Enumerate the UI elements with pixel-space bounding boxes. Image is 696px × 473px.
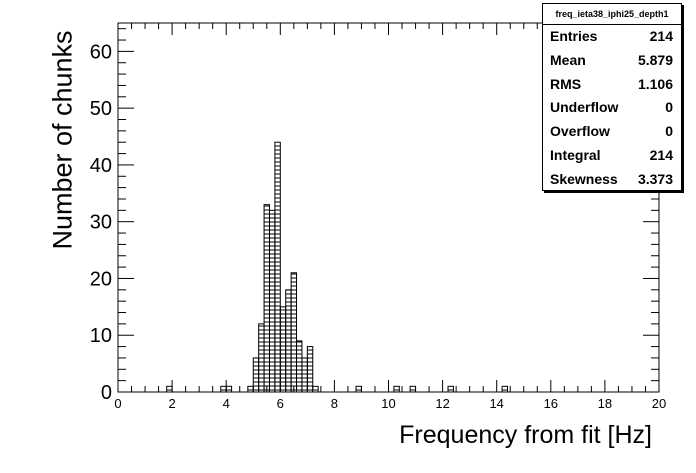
y-tick-label: 0 bbox=[101, 382, 112, 404]
y-tick-label: 40 bbox=[90, 155, 112, 177]
histogram-bin bbox=[258, 323, 265, 393]
y-tick-label: 20 bbox=[90, 268, 112, 290]
y-tick-label: 60 bbox=[90, 41, 112, 63]
x-tick-label: 4 bbox=[223, 396, 230, 411]
histogram-bin bbox=[285, 289, 292, 393]
x-tick-label: 6 bbox=[277, 396, 284, 411]
x-axis-label: Frequency from fit [Hz] bbox=[399, 421, 652, 449]
histogram-bin bbox=[263, 204, 270, 393]
histogram-bin bbox=[247, 385, 254, 393]
y-tick-label: 10 bbox=[90, 325, 112, 347]
x-tick-label: 12 bbox=[435, 396, 449, 411]
x-axis-ticks: 0 2 4 6 8 10 12 14 16 18 20 bbox=[114, 23, 666, 411]
stats-value: 0 bbox=[665, 99, 673, 116]
histogram-bin bbox=[166, 385, 173, 393]
histogram-bin bbox=[290, 272, 298, 393]
histogram-bin bbox=[268, 209, 276, 393]
stats-row: Skewness 3.373 bbox=[543, 168, 681, 192]
x-tick-label: 10 bbox=[381, 396, 395, 411]
x-tick-label: 18 bbox=[598, 396, 612, 411]
histogram-bin bbox=[220, 385, 227, 393]
stats-value: 5.879 bbox=[637, 51, 673, 68]
stats-row: Entries 214 bbox=[543, 25, 681, 49]
histogram-bin bbox=[306, 346, 314, 393]
stats-value: 214 bbox=[649, 28, 673, 44]
stats-label: Overflow bbox=[550, 123, 610, 140]
histogram-bin bbox=[225, 385, 233, 393]
stats-value: 214 bbox=[649, 146, 673, 163]
histogram-bin bbox=[409, 385, 417, 393]
y-tick-label: 50 bbox=[90, 98, 112, 120]
stats-label: Mean bbox=[550, 51, 586, 68]
histogram-bin bbox=[501, 385, 509, 393]
stats-label: Integral bbox=[550, 146, 601, 163]
stats-row: Integral 214 bbox=[543, 144, 681, 168]
stats-rows: Entries 214 Mean 5.879 RMS 1.106 Underflow 0 Ove… bbox=[543, 25, 681, 192]
x-tick-label: 0 bbox=[114, 396, 121, 411]
histogram-bin bbox=[252, 357, 260, 393]
stats-row: Mean 5.879 bbox=[543, 49, 681, 73]
histogram-bin bbox=[279, 306, 287, 393]
histogram-bin bbox=[274, 141, 281, 393]
stats-title: freq_ieta38_iphi25_depth1 bbox=[543, 4, 681, 25]
x-tick-label: 8 bbox=[331, 396, 338, 411]
stats-label: Entries bbox=[550, 28, 598, 44]
stats-value: 3.373 bbox=[637, 170, 673, 187]
histogram-bin bbox=[301, 357, 308, 393]
histogram-bin bbox=[312, 385, 319, 393]
stats-row: RMS 1.106 bbox=[543, 73, 681, 97]
x-tick-label: 20 bbox=[652, 396, 666, 411]
stats-label: Underflow bbox=[550, 99, 619, 116]
histogram-bars bbox=[166, 141, 509, 393]
stats-label: RMS bbox=[550, 75, 582, 92]
stats-row: Overflow 0 bbox=[543, 120, 681, 144]
histogram-bin bbox=[296, 340, 303, 393]
histogram-bin bbox=[355, 385, 362, 393]
stats-row: Underflow 0 bbox=[543, 96, 681, 120]
stats-value: 1.106 bbox=[637, 75, 673, 92]
histogram-bin bbox=[393, 385, 400, 393]
x-tick-label: 2 bbox=[168, 396, 175, 411]
y-axis-label: Number of chunks bbox=[47, 30, 78, 250]
stats-value: 0 bbox=[665, 123, 673, 140]
stats-box: freq_ieta38_iphi25_depth1 Entries 214 Mean… bbox=[542, 3, 682, 191]
x-tick-label: 16 bbox=[544, 396, 558, 411]
histogram-bin bbox=[447, 385, 454, 393]
y-tick-label: 30 bbox=[90, 212, 112, 234]
x-tick-label: 14 bbox=[489, 396, 503, 411]
stats-label: Skewness bbox=[550, 170, 618, 187]
